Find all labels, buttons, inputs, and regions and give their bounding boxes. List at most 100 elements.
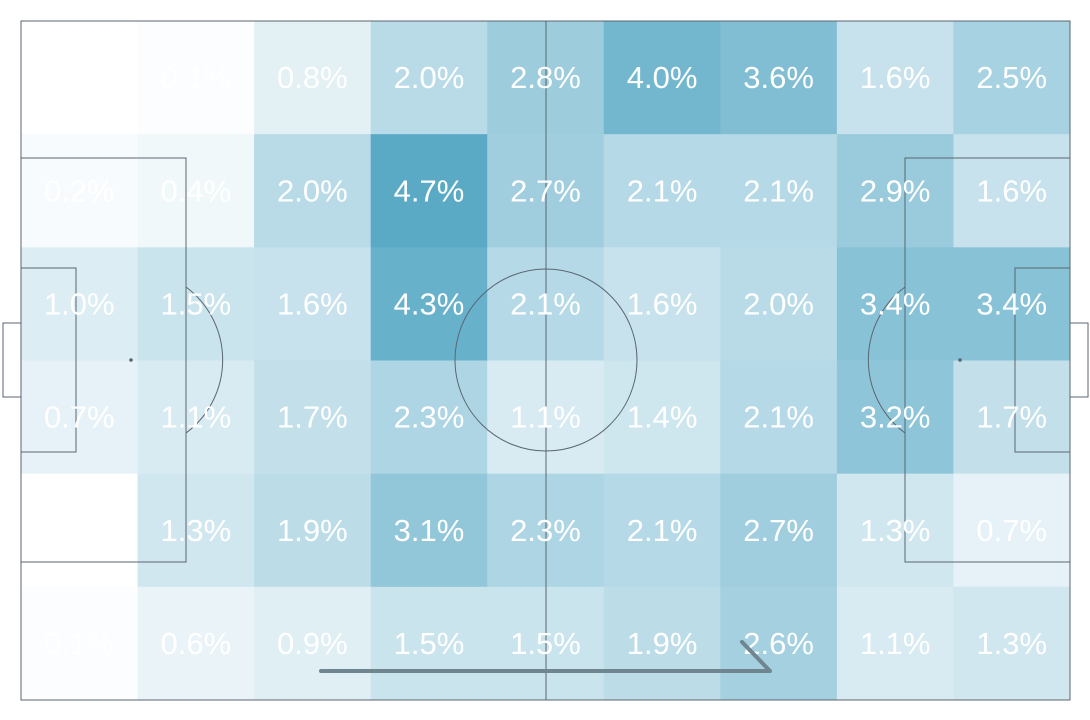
center-circle bbox=[454, 268, 638, 452]
heatmap-cell bbox=[953, 134, 1071, 248]
heatmap-cell-label: 2.9% bbox=[860, 173, 931, 208]
left-penalty-arc bbox=[185, 286, 224, 434]
heatmap-cell bbox=[137, 473, 255, 588]
heatmap-cell-label: 4.0% bbox=[627, 60, 698, 95]
heatmap-cell bbox=[21, 21, 139, 135]
right-goal bbox=[1069, 322, 1089, 398]
heatmap-cell-label: 1.5% bbox=[160, 286, 231, 321]
heatmap-cell-label: 1.9% bbox=[277, 513, 348, 548]
heatmap-cell bbox=[254, 473, 372, 588]
heatmap-cell bbox=[370, 360, 488, 475]
heatmap-cell-label: 1.3% bbox=[976, 626, 1047, 661]
heatmap-cell-label: 1.9% bbox=[627, 626, 698, 661]
heatmap-cell-label: 1.4% bbox=[627, 400, 698, 435]
heatmap-cell-label: 0.7% bbox=[976, 513, 1047, 548]
heatmap-cell bbox=[370, 247, 488, 361]
heatmap-cell-label: 1.1% bbox=[510, 400, 581, 435]
heatmap-cell-label: 3.4% bbox=[860, 286, 931, 321]
heatmap-cell bbox=[254, 586, 372, 701]
heatmap-cell-label: 0.8% bbox=[277, 60, 348, 95]
heatmap-cell bbox=[254, 21, 372, 135]
heatmap-cell-label: 0.6% bbox=[160, 626, 231, 661]
heatmap-cell-label: 2.0% bbox=[277, 173, 348, 208]
heatmap-cell-label: 1.0% bbox=[44, 286, 115, 321]
heatmap-cell-label: 1.5% bbox=[510, 626, 581, 661]
heatmap-cell bbox=[836, 21, 954, 135]
heatmap-cell-label: 3.2% bbox=[860, 400, 931, 435]
heatmap-cell-label: 3.6% bbox=[743, 60, 814, 95]
heatmap-cell-label: 1.1% bbox=[160, 400, 231, 435]
heatmap-cell bbox=[836, 134, 954, 248]
left-goal bbox=[2, 322, 22, 398]
heatmap-cell bbox=[836, 247, 954, 361]
heatmap-cell bbox=[370, 21, 488, 135]
heatmap-cell-label: 4.7% bbox=[394, 173, 465, 208]
heatmap-cell-label: 2.0% bbox=[394, 60, 465, 95]
heatmap-cell-label: 2.5% bbox=[976, 60, 1047, 95]
heatmap-cell-label: 1.3% bbox=[160, 513, 231, 548]
heatmap-cell bbox=[603, 360, 721, 475]
heatmap-cell-label: 2.8% bbox=[510, 60, 581, 95]
heatmap-cell-label: 2.1% bbox=[627, 513, 698, 548]
heatmap-cell bbox=[953, 21, 1071, 135]
heatmap-cell bbox=[137, 586, 255, 701]
heatmap-cell-label: 3.4% bbox=[976, 286, 1047, 321]
heatmap-cell bbox=[953, 247, 1071, 361]
heatmap-cell bbox=[720, 247, 838, 361]
heatmap-cell bbox=[137, 21, 255, 135]
heatmap-cell bbox=[953, 473, 1071, 588]
heatmap-cell bbox=[603, 134, 721, 248]
heatmap-cell bbox=[21, 247, 139, 361]
heatmap-cell bbox=[603, 473, 721, 588]
heatmap-cell-label: 2.7% bbox=[510, 173, 581, 208]
heatmap-cell-label: 1.7% bbox=[976, 400, 1047, 435]
heatmap-cell-label: 2.0% bbox=[743, 286, 814, 321]
heatmap-cell bbox=[953, 360, 1071, 475]
right-penalty-spot bbox=[958, 358, 962, 362]
heatmap-cell bbox=[720, 473, 838, 588]
heatmap-cell-label: 0.1% bbox=[44, 626, 115, 661]
heatmap-cell-label: 0.1% bbox=[160, 60, 231, 95]
heatmap-cell-label: 2.7% bbox=[743, 513, 814, 548]
heatmap-cell bbox=[370, 134, 488, 248]
heatmap-cell-label: 1.6% bbox=[277, 286, 348, 321]
heatmap-cell bbox=[720, 586, 838, 701]
heatmap-cell bbox=[603, 247, 721, 361]
heatmap-cell bbox=[254, 134, 372, 248]
heatmap-cell bbox=[836, 360, 954, 475]
heatmap-cell bbox=[603, 586, 721, 701]
heatmap-cell-label: 2.1% bbox=[510, 286, 581, 321]
pitch-markings bbox=[2, 20, 1089, 701]
heatmap-cell bbox=[370, 473, 488, 588]
heatmap-cell bbox=[254, 247, 372, 361]
heatmap-cell-label: 0.7% bbox=[44, 400, 115, 435]
right-penalty-arc bbox=[867, 286, 906, 434]
heatmap-cell bbox=[254, 360, 372, 475]
heatmap-cell-label: 4.3% bbox=[394, 286, 465, 321]
heatmap-cell bbox=[720, 21, 838, 135]
heatmap-cell-label: 1.6% bbox=[976, 173, 1047, 208]
heatmap-cell bbox=[720, 134, 838, 248]
heatmap-cell bbox=[603, 21, 721, 135]
heatmap-cell bbox=[21, 586, 139, 701]
heatmap-cell bbox=[21, 134, 139, 248]
left-penalty-spot bbox=[129, 358, 133, 362]
heatmap-cell bbox=[953, 586, 1071, 701]
heatmap-cell bbox=[836, 586, 954, 701]
heatmap-cell bbox=[137, 134, 255, 248]
heatmap-cell-label: 0.0% bbox=[44, 513, 115, 548]
heatmap-cell-label: 1.6% bbox=[860, 60, 931, 95]
heatmap-cell-label: 0.9% bbox=[277, 626, 348, 661]
heatmap-cell-label: 1.1% bbox=[860, 626, 931, 661]
heatmap-cell-label: 1.5% bbox=[394, 626, 465, 661]
attack-direction-arrow bbox=[319, 640, 772, 673]
heatmap-cell-label: 2.1% bbox=[627, 173, 698, 208]
heatmap-cell bbox=[21, 473, 139, 588]
heatmap-cell-label: 0.2% bbox=[44, 173, 115, 208]
heatmap-cell bbox=[137, 247, 255, 361]
heatmap-labels: 0.1% 0.8% 2.0% 2.8% 4.0% 3.6% 1.6% 2.5% 0.2% 0.4%… bbox=[44, 60, 1047, 661]
heatmap-cell bbox=[836, 473, 954, 588]
heatmap-cell-label: 2.3% bbox=[510, 513, 581, 548]
heatmap-cell bbox=[137, 360, 255, 475]
